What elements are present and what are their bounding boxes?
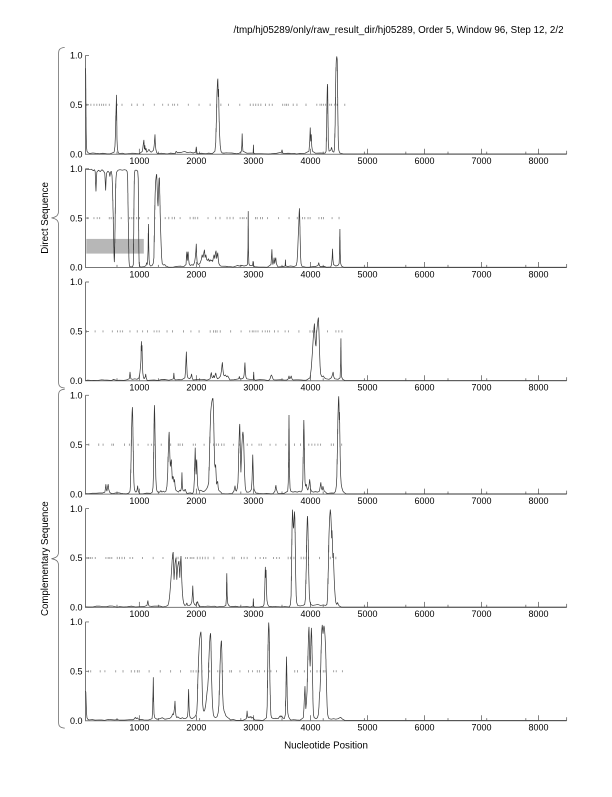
svg-text:2000: 2000 — [186, 156, 206, 166]
svg-text:7000: 7000 — [472, 156, 492, 166]
svg-text:1000: 1000 — [129, 723, 149, 733]
svg-text:Complementary Sequence: Complementary Sequence — [40, 501, 51, 616]
svg-text:3000: 3000 — [243, 496, 263, 506]
svg-text:0.5: 0.5 — [70, 213, 83, 223]
svg-text:0.5: 0.5 — [70, 667, 83, 677]
svg-text:3000: 3000 — [243, 723, 263, 733]
svg-text:6000: 6000 — [414, 269, 434, 279]
svg-text:4000: 4000 — [300, 156, 320, 166]
svg-text:7000: 7000 — [472, 383, 492, 393]
svg-text:3000: 3000 — [243, 156, 263, 166]
svg-text:Nucleotide Position: Nucleotide Position — [284, 741, 368, 752]
svg-text:7000: 7000 — [472, 609, 492, 619]
svg-text:1000: 1000 — [129, 269, 149, 279]
svg-text:0.0: 0.0 — [70, 263, 83, 273]
svg-text:8000: 8000 — [529, 496, 549, 506]
svg-text:6000: 6000 — [414, 496, 434, 506]
svg-text:8000: 8000 — [529, 723, 549, 733]
svg-text:1000: 1000 — [129, 609, 149, 619]
svg-text:8000: 8000 — [529, 609, 549, 619]
svg-text:8000: 8000 — [529, 156, 549, 166]
svg-text:2000: 2000 — [186, 269, 206, 279]
svg-text:0.0: 0.0 — [70, 603, 83, 613]
svg-text:4000: 4000 — [300, 496, 320, 506]
svg-text:2000: 2000 — [186, 723, 206, 733]
svg-text:8000: 8000 — [529, 269, 549, 279]
svg-text:7000: 7000 — [472, 496, 492, 506]
svg-text:1.0: 1.0 — [70, 277, 83, 287]
svg-text:4000: 4000 — [300, 723, 320, 733]
svg-text:5000: 5000 — [357, 723, 377, 733]
svg-text:0.0: 0.0 — [70, 716, 83, 726]
svg-text:7000: 7000 — [472, 723, 492, 733]
svg-text:4000: 4000 — [300, 383, 320, 393]
svg-text:5000: 5000 — [357, 156, 377, 166]
svg-text:3000: 3000 — [243, 609, 263, 619]
svg-text:8000: 8000 — [529, 383, 549, 393]
svg-text:6000: 6000 — [414, 723, 434, 733]
svg-text:1000: 1000 — [129, 383, 149, 393]
svg-text:3000: 3000 — [243, 269, 263, 279]
svg-text:/tmp/hj05289/only/raw_result_d: /tmp/hj05289/only/raw_result_dir/hj05289… — [234, 25, 564, 36]
svg-text:1.0: 1.0 — [70, 617, 83, 627]
svg-text:0.5: 0.5 — [70, 100, 83, 110]
svg-text:7000: 7000 — [472, 269, 492, 279]
svg-text:1.0: 1.0 — [70, 391, 83, 401]
svg-text:0.5: 0.5 — [70, 553, 83, 563]
svg-text:5000: 5000 — [357, 609, 377, 619]
svg-text:0.0: 0.0 — [70, 489, 83, 499]
svg-text:1000: 1000 — [129, 496, 149, 506]
svg-text:5000: 5000 — [357, 383, 377, 393]
svg-text:1.0: 1.0 — [70, 164, 83, 174]
svg-text:4000: 4000 — [300, 269, 320, 279]
svg-text:0.0: 0.0 — [70, 149, 83, 159]
svg-text:0.5: 0.5 — [70, 327, 83, 337]
svg-text:0.0: 0.0 — [70, 376, 83, 386]
svg-text:2000: 2000 — [186, 609, 206, 619]
svg-text:5000: 5000 — [357, 496, 377, 506]
svg-text:Direct Sequence: Direct Sequence — [40, 182, 51, 254]
svg-text:1.0: 1.0 — [70, 51, 83, 61]
svg-text:2000: 2000 — [186, 496, 206, 506]
svg-text:4000: 4000 — [300, 609, 320, 619]
svg-text:6000: 6000 — [414, 609, 434, 619]
svg-text:6000: 6000 — [414, 156, 434, 166]
svg-text:1000: 1000 — [129, 156, 149, 166]
svg-text:1.0: 1.0 — [70, 504, 83, 514]
svg-text:5000: 5000 — [357, 269, 377, 279]
svg-text:0.5: 0.5 — [70, 440, 83, 450]
svg-text:6000: 6000 — [414, 383, 434, 393]
svg-text:2000: 2000 — [186, 383, 206, 393]
svg-text:3000: 3000 — [243, 383, 263, 393]
